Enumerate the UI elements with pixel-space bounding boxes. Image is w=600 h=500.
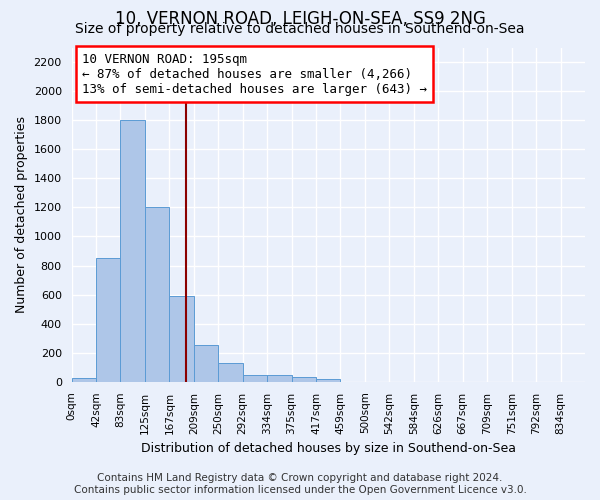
Bar: [194, 345, 218, 382]
Bar: [71, 378, 96, 382]
Y-axis label: Number of detached properties: Number of detached properties: [15, 116, 28, 313]
Bar: [96, 258, 121, 382]
Bar: [121, 120, 145, 382]
Text: 10, VERNON ROAD, LEIGH-ON-SEA, SS9 2NG: 10, VERNON ROAD, LEIGH-ON-SEA, SS9 2NG: [115, 10, 485, 28]
Bar: [267, 376, 292, 382]
Bar: [242, 376, 267, 382]
Bar: [292, 378, 316, 382]
Bar: [218, 363, 242, 382]
Text: 10 VERNON ROAD: 195sqm
← 87% of detached houses are smaller (4,266)
13% of semi-: 10 VERNON ROAD: 195sqm ← 87% of detached…: [82, 52, 427, 96]
Text: Contains HM Land Registry data © Crown copyright and database right 2024.
Contai: Contains HM Land Registry data © Crown c…: [74, 474, 526, 495]
Text: Size of property relative to detached houses in Southend-on-Sea: Size of property relative to detached ho…: [75, 22, 525, 36]
Bar: [169, 296, 194, 382]
Bar: [316, 379, 340, 382]
Bar: [145, 208, 169, 382]
X-axis label: Distribution of detached houses by size in Southend-on-Sea: Distribution of detached houses by size …: [141, 442, 516, 455]
